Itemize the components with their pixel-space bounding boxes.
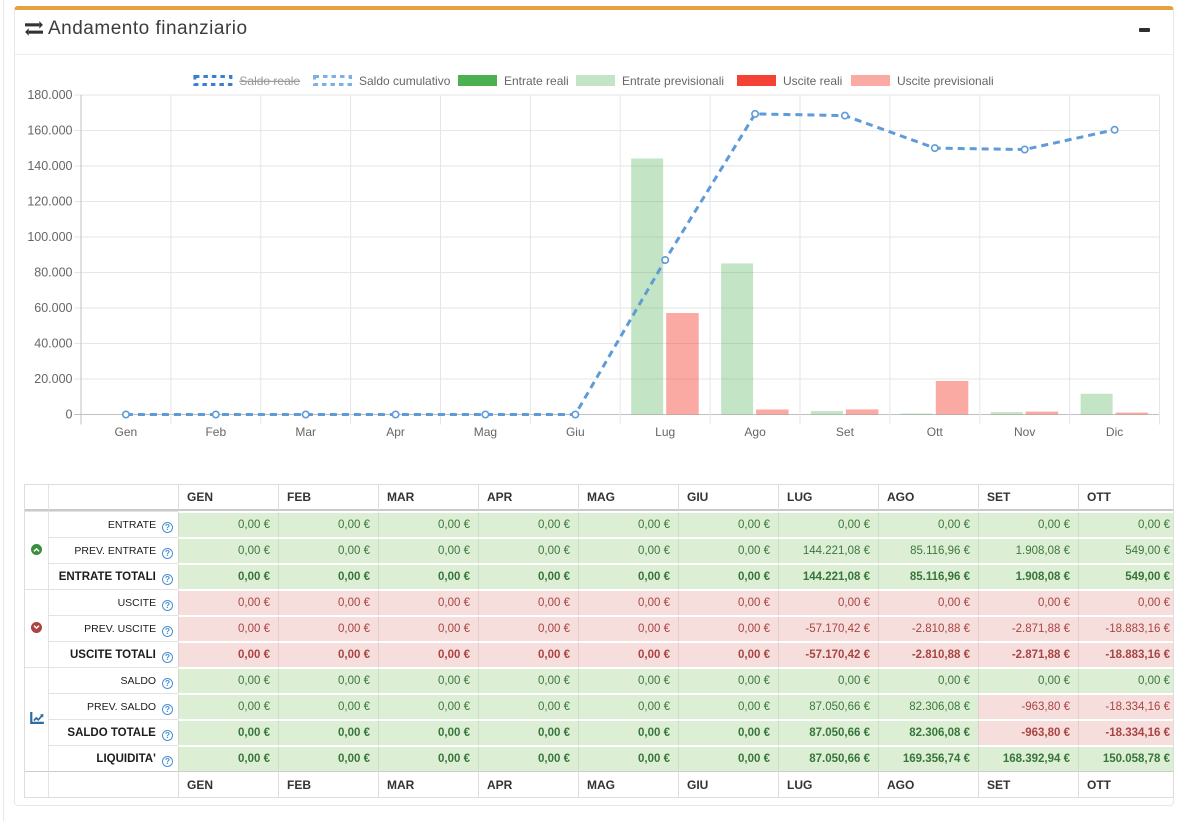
svg-text:20.000: 20.000 [34,372,72,386]
svg-text:Nov: Nov [1014,425,1035,439]
svg-text:Lug: Lug [655,425,675,439]
svg-text:Saldo cumulativo: Saldo cumulativo [359,74,451,88]
svg-text:Feb: Feb [205,425,226,439]
svg-text:Mag: Mag [474,425,497,439]
svg-text:Entrate reali: Entrate reali [504,74,569,88]
svg-text:0: 0 [66,408,73,422]
svg-text:60.000: 60.000 [34,301,72,315]
svg-text:Uscite reali: Uscite reali [783,74,842,88]
svg-text:Mar: Mar [295,425,316,439]
svg-text:160.000: 160.000 [27,124,72,138]
svg-text:Uscite previsionali: Uscite previsionali [897,74,994,88]
svg-text:Ago: Ago [744,425,766,439]
svg-text:140.000: 140.000 [27,159,72,173]
svg-text:40.000: 40.000 [34,337,72,351]
svg-text:Ott: Ott [927,425,944,439]
svg-text:80.000: 80.000 [34,266,72,280]
svg-text:Apr: Apr [386,425,405,439]
svg-text:Giu: Giu [566,425,585,439]
svg-text:Gen: Gen [115,425,138,439]
svg-text:Saldo reale: Saldo reale [239,74,300,88]
svg-text:180.000: 180.000 [27,88,72,102]
svg-text:Dic: Dic [1106,425,1123,439]
svg-text:Set: Set [836,425,855,439]
svg-text:100.000: 100.000 [27,230,72,244]
svg-text:Entrate previsionali: Entrate previsionali [622,74,724,88]
svg-text:120.000: 120.000 [27,195,72,209]
